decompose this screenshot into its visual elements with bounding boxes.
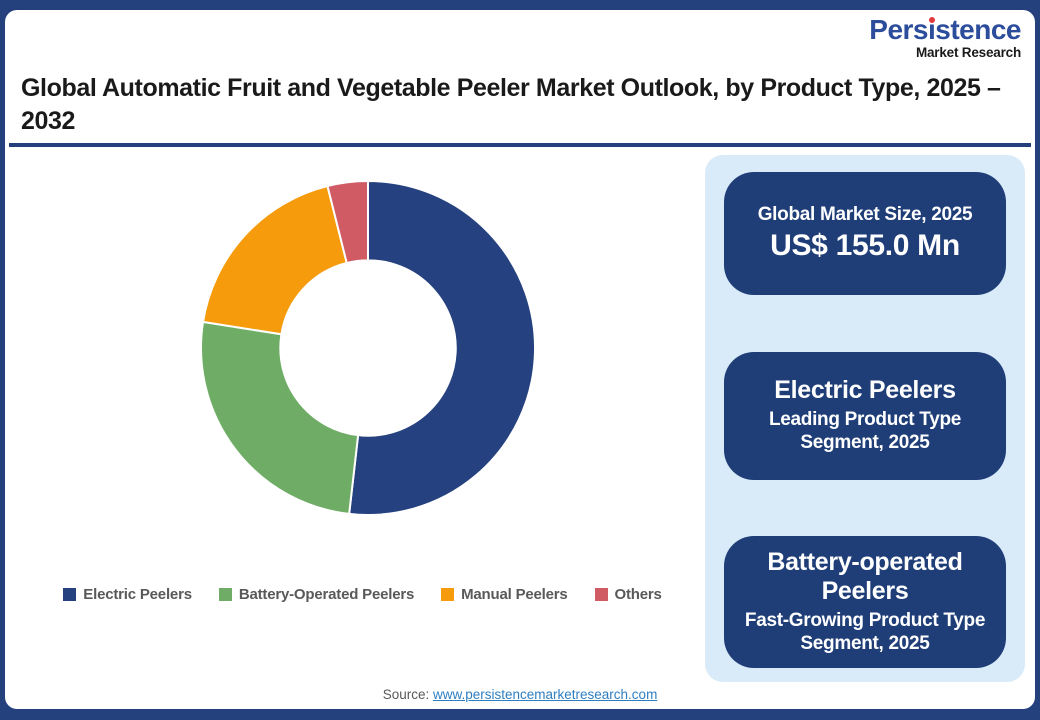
logo-dotted-i: ı [928,14,936,45]
donut-slice-others [326,180,369,264]
legend-item-electric-peelers: Electric Peelers [63,586,192,603]
sidebar-panel: Global Market Size, 2025 US$ 155.0 Mn El… [705,155,1025,682]
legend-item-manual-peelers: Manual Peelers [441,586,568,603]
stat-card-subtext: Leading Product Type Segment, 2025 [768,408,962,454]
logo-red-dot-icon [928,17,935,23]
legend-label: Electric Peelers [83,586,192,603]
legend-label: Battery-Operated Peelers [238,586,415,603]
title-divider [9,143,1031,147]
donut-chart [198,178,538,518]
content-area: Persı stence Market Research Global Autom… [5,10,1035,709]
chart-legend: Electric Peelers Battery-Operated Peeler… [5,586,720,603]
stat-card-market-size: Global Market Size, 2025 US$ 155.0 Mn [724,172,1006,295]
brand-logo-wordmark: Persı stence [869,14,1021,45]
legend-label: Others [614,586,662,603]
legend-swatch-icon [63,588,77,601]
stat-card-leading-segment: Electric Peelers Leading Product Type Se… [724,351,1006,480]
legend-swatch-icon [594,588,608,601]
stat-card-subtext: Fast-Growing Product Type Segment, 2025 [744,609,986,655]
brand-logo-tagline: Market Research [915,45,1021,60]
brand-logo: Persı stence Market Research [869,16,1021,60]
legend-swatch-icon [441,588,455,601]
stat-card-fast-growing-segment: Battery-operated Peelers Fast-Growing Pr… [724,536,1006,668]
donut-slice-manual-peelers [202,184,348,336]
legend-item-battery-operated-peelers: Battery-Operated Peelers [218,586,415,603]
stat-card-value: US$ 155.0 Mn [770,229,960,263]
legend-swatch-icon [218,588,232,601]
donut-slice-battery-operated-peelers [200,320,360,515]
legend-label: Manual Peelers [461,586,568,603]
source-line: Source: www.persistencemarketresearch.co… [5,687,1035,702]
legend-item-others: Others [594,586,662,603]
source-link[interactable]: www.persistencemarketresearch.com [432,687,658,702]
stat-card-label: Global Market Size, 2025 [757,203,973,225]
page-title: Global Automatic Fruit and Vegetable Pee… [21,74,1001,136]
donut-slice-electric-peelers [348,180,536,516]
stat-card-heading: Electric Peelers [774,375,956,404]
donut-chart-svg [200,180,536,516]
source-label: Source: [382,687,430,702]
stat-card-heading: Battery-operated Peelers [767,548,963,605]
